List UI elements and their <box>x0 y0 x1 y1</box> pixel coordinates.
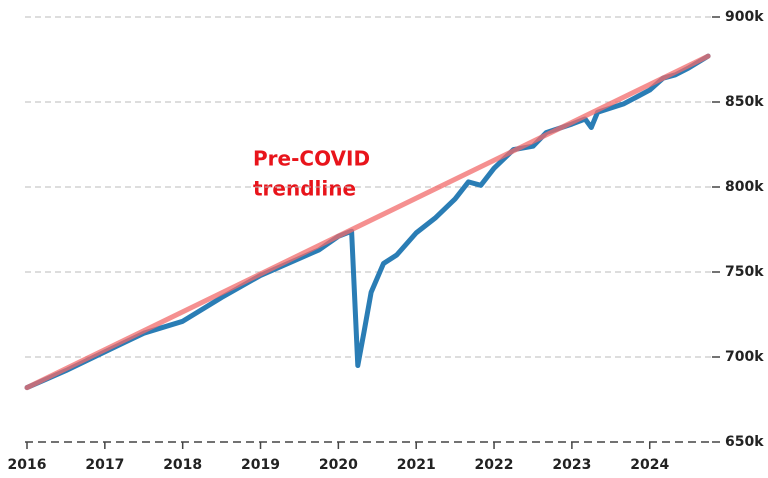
data-line <box>24 53 711 391</box>
y-tick-label: 800k <box>725 179 764 195</box>
y-tick-label: 900k <box>725 9 764 25</box>
x-tick-label: 2020 <box>319 457 358 473</box>
x-tick-label: 2017 <box>85 457 124 473</box>
x-tick-label: 2022 <box>475 457 514 473</box>
annotation: Pre-COVID <box>253 147 370 171</box>
annotation: trendline <box>253 177 356 201</box>
x-tick-label: 2018 <box>163 457 202 473</box>
y-tick-label: 650k <box>725 434 764 450</box>
y-tick-label: 700k <box>725 349 764 365</box>
x-tick-label: 2023 <box>552 457 591 473</box>
x-tick-label: 2016 <box>8 457 47 473</box>
x-tick-label: 2019 <box>241 457 280 473</box>
x-tick-label: 2021 <box>397 457 436 473</box>
y-tick-label: 750k <box>725 264 764 280</box>
x-tick-label: 2024 <box>630 457 669 473</box>
y-tick-label: 850k <box>725 94 764 110</box>
